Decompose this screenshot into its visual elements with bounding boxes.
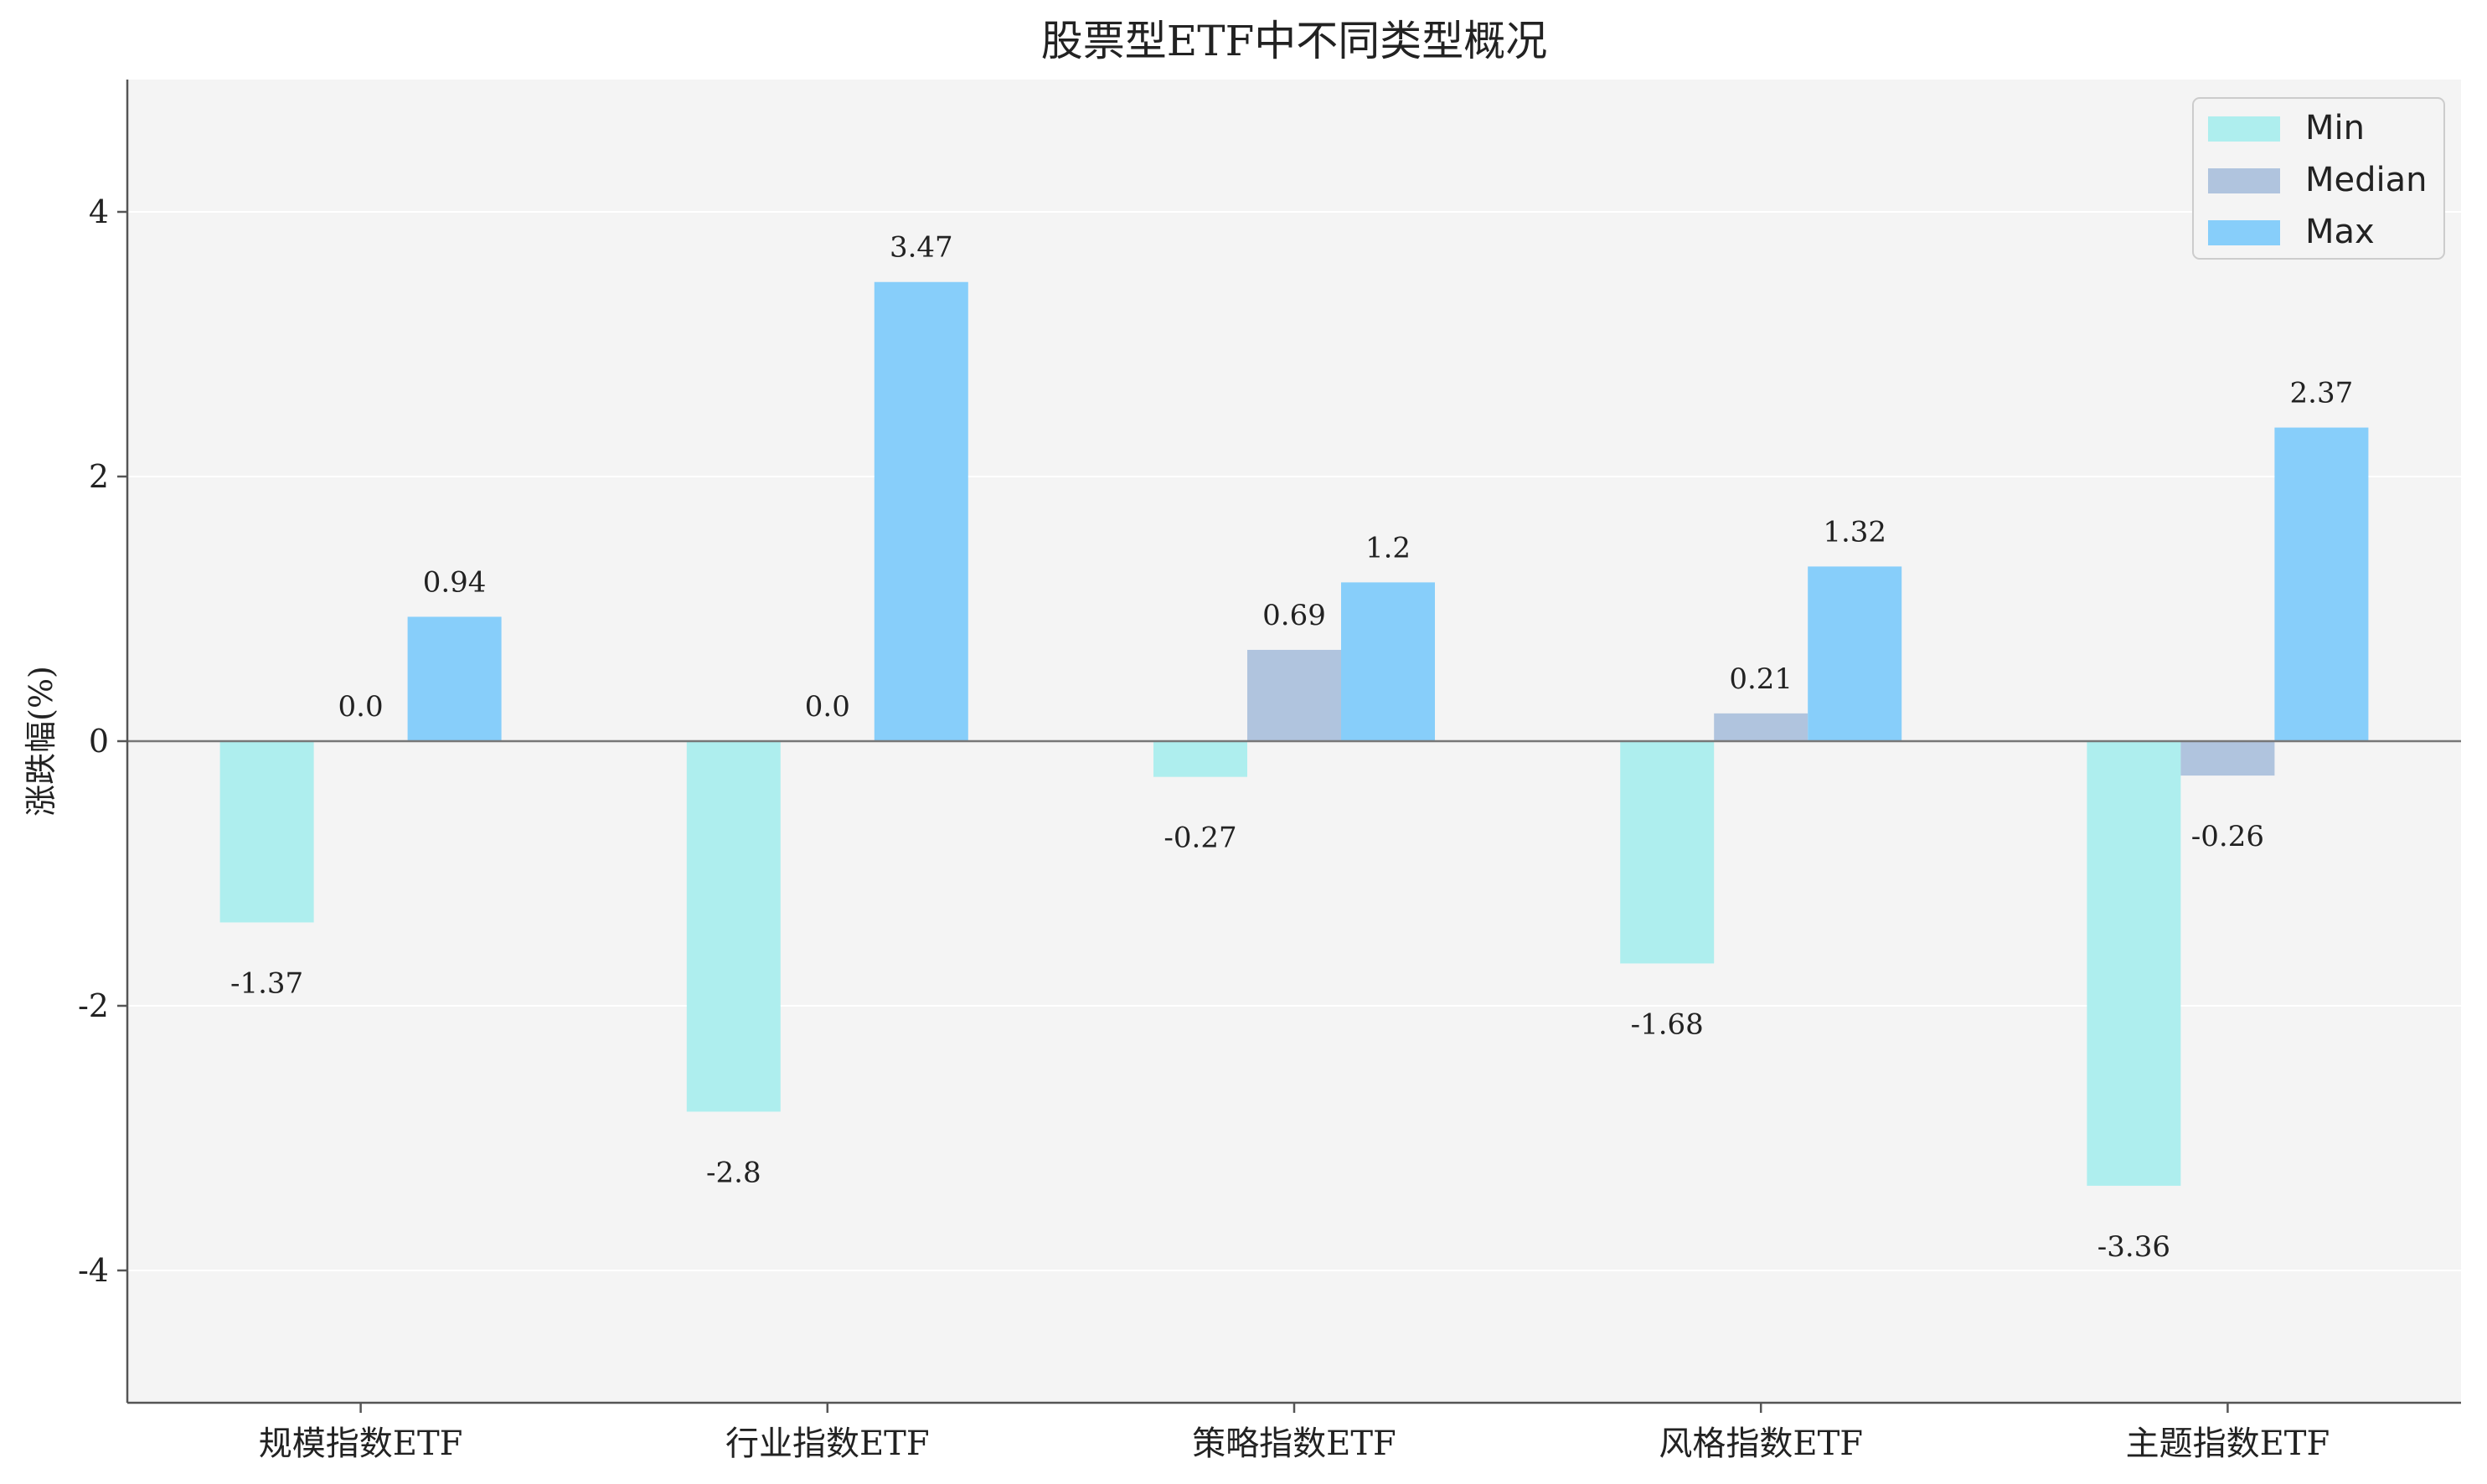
x-tick-label: 风格指数ETF (1659, 1425, 1863, 1463)
data-label-median-3: 0.21 (1729, 662, 1793, 696)
data-label-median-0: 0.0 (338, 690, 384, 724)
bar-max-2 (1341, 582, 1435, 741)
legend-swatch-median (2208, 168, 2280, 193)
data-label-max-1: 3.47 (890, 231, 953, 265)
bar-max-3 (1808, 566, 1902, 741)
bar-max-0 (407, 616, 502, 741)
y-tick-label: 2 (89, 458, 109, 495)
x-tick-label: 主题指数ETF (2126, 1425, 2330, 1463)
bars (219, 281, 2369, 1186)
y-tick-label: -4 (78, 1252, 109, 1289)
data-label-median-2: 0.69 (1262, 599, 1326, 632)
bar-max-1 (874, 281, 968, 741)
legend-label-min: Min (2305, 109, 2365, 147)
legend-swatch-min (2208, 116, 2280, 142)
x-tick-label: 规模指数ETF (259, 1425, 463, 1463)
y-tick-label: -2 (78, 987, 109, 1024)
data-label-max-0: 0.94 (423, 565, 487, 599)
legend: Min Median Max (2192, 97, 2445, 260)
data-label-min-2: -0.27 (1164, 822, 1236, 855)
bar-min-4 (2087, 741, 2181, 1186)
data-label-max-4: 2.37 (2290, 377, 2354, 410)
data-label-max-3: 1.32 (1823, 515, 1886, 549)
data-label-median-1: 0.0 (805, 690, 850, 724)
x-tick-label: 策略指数ETF (1192, 1425, 1396, 1463)
y-tick-label: 0 (89, 723, 109, 760)
bar-max-4 (2274, 427, 2369, 741)
bar-median-2 (1247, 649, 1341, 741)
bar-min-1 (686, 741, 781, 1112)
bar-median-3 (1714, 713, 1808, 741)
axes: -4 -2 0 2 4 规模指数ETF 行业指数ETF 策略指数ETF 风格指数ETF 主题指数E… (78, 80, 2461, 1463)
legend-swatch-max (2208, 220, 2280, 245)
data-label-min-3: -1.68 (1631, 1007, 1704, 1041)
data-label-median-4: -0.26 (2191, 820, 2264, 853)
y-tick-label: 4 (89, 193, 109, 230)
bar-min-3 (1620, 741, 1715, 964)
x-tick-label: 行业指数ETF (725, 1425, 930, 1463)
legend-label-median: Median (2305, 161, 2428, 199)
chart-title: 股票型ETF中不同类型概况 (1041, 17, 1548, 65)
bar-min-2 (1153, 741, 1247, 777)
bar-min-0 (219, 741, 314, 923)
bar-median-4 (2180, 741, 2275, 776)
data-label-min-1: -2.8 (706, 1156, 761, 1189)
data-labels: -1.37 -2.8 -0.27 -1.68 -3.36 0.0 0.0 0.69 0.21 -0… (230, 231, 2353, 1264)
y-axis-label: 涨跌幅(%) (23, 666, 59, 817)
legend-label-max: Max (2305, 213, 2375, 251)
data-label-min-0: -1.37 (230, 966, 303, 1000)
data-label-min-4: -3.36 (2097, 1230, 2170, 1264)
data-label-max-2: 1.2 (1365, 531, 1411, 564)
